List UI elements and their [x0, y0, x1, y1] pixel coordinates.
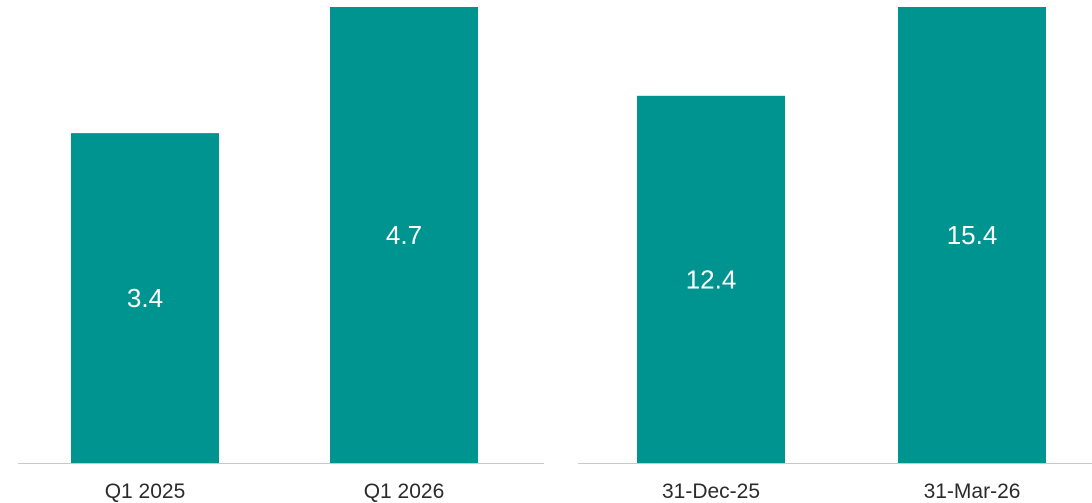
left-category-label-1: Q1 2026: [364, 480, 445, 503]
left-bar-value-label-0: 3.4: [127, 283, 163, 313]
left-bar-0: [71, 133, 219, 463]
right-bar-value-label-1: 15.4: [947, 220, 998, 250]
right-bar-value-label-0: 12.4: [686, 264, 737, 294]
left-chart-svg: 3.4 Q1 2025 4.7 Q1 2026: [18, 7, 544, 503]
left-bar-1: [330, 7, 478, 463]
left-bar-chart: 3.4 Q1 2025 4.7 Q1 2026: [0, 0, 544, 503]
left-category-label-0: Q1 2025: [105, 480, 186, 503]
left-bar-value-label-1: 4.7: [386, 220, 422, 250]
right-category-label-0: 31-Dec-25: [662, 480, 760, 503]
right-bar-1: [898, 7, 1046, 463]
right-category-label-1: 31-Mar-26: [924, 480, 1021, 503]
right-chart-svg: 12.4 31-Dec-25 15.4 31-Mar-26: [578, 7, 1092, 503]
right-bar-chart: 12.4 31-Dec-25 15.4 31-Mar-26: [578, 0, 1092, 503]
right-bar-0: [637, 95, 785, 463]
